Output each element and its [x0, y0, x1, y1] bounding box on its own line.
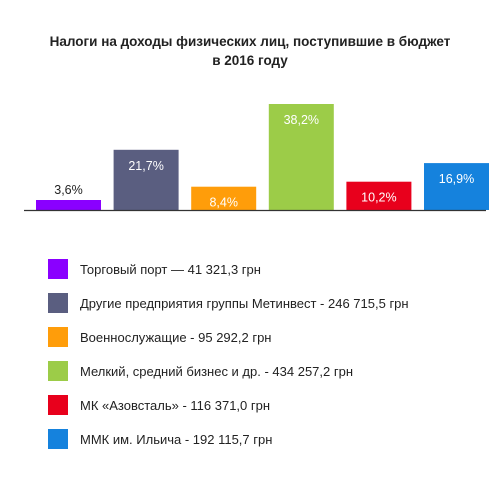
legend-item: Другие предприятия группы Метинвест - 24…: [48, 292, 488, 314]
legend-item: МК «Азовсталь» - 116 371,0 грн: [48, 394, 488, 416]
bar-value-label-2: 21,7%: [128, 159, 163, 173]
bar-value-label-3: 8,4%: [209, 196, 238, 210]
legend-swatch: [48, 395, 68, 415]
bar-value-label-1: 3,6%: [54, 183, 83, 197]
legend-label: Мелкий, средний бизнес и др. - 434 257,2…: [80, 363, 354, 379]
legend-swatch: [48, 259, 68, 279]
bar-value-label-5: 10,2%: [361, 191, 396, 205]
bar-1: [36, 200, 101, 210]
legend-item: Мелкий, средний бизнес и др. - 434 257,2…: [48, 360, 488, 382]
legend-label: Торговый порт — 41 321,3 грн: [80, 261, 261, 277]
bar-6: [424, 163, 489, 210]
legend-label: Другие предприятия группы Метинвест - 24…: [80, 295, 409, 311]
chart-title: Налоги на доходы физических лиц, поступи…: [0, 32, 500, 70]
legend-swatch: [48, 293, 68, 313]
legend-swatch: [48, 429, 68, 449]
legend-swatch: [48, 361, 68, 381]
bar-chart: 3,6% 21,7% 8,4% 38,2% 10,2% 16,9%: [24, 104, 489, 212]
legend-item: Военнослужащие - 95 292,2 грн: [48, 326, 488, 348]
chart-legend: Торговый порт — 41 321,3 грн Другие предп…: [48, 258, 488, 462]
legend-swatch: [48, 327, 68, 347]
legend-label: Военнослужащие - 95 292,2 грн: [80, 329, 272, 345]
legend-label: МК «Азовсталь» - 116 371,0 грн: [80, 397, 271, 413]
legend-item: Торговый порт — 41 321,3 грн: [48, 258, 488, 280]
bar-value-label-4: 38,2%: [284, 113, 319, 127]
chart-title-line-1: Налоги на доходы физических лиц, поступи…: [49, 34, 451, 49]
bar-5: [346, 181, 412, 210]
legend-label: ММК им. Ильича - 192 115,7 грн: [80, 431, 273, 447]
chart-title-line-2: в 2016 году: [212, 53, 288, 68]
legend-item: ММК им. Ильича - 192 115,7 грн: [48, 428, 488, 450]
bar-2: [113, 149, 179, 210]
bar-4: [268, 104, 334, 210]
bar-value-label-6: 16,9%: [439, 172, 474, 186]
bar-3: [191, 186, 257, 210]
